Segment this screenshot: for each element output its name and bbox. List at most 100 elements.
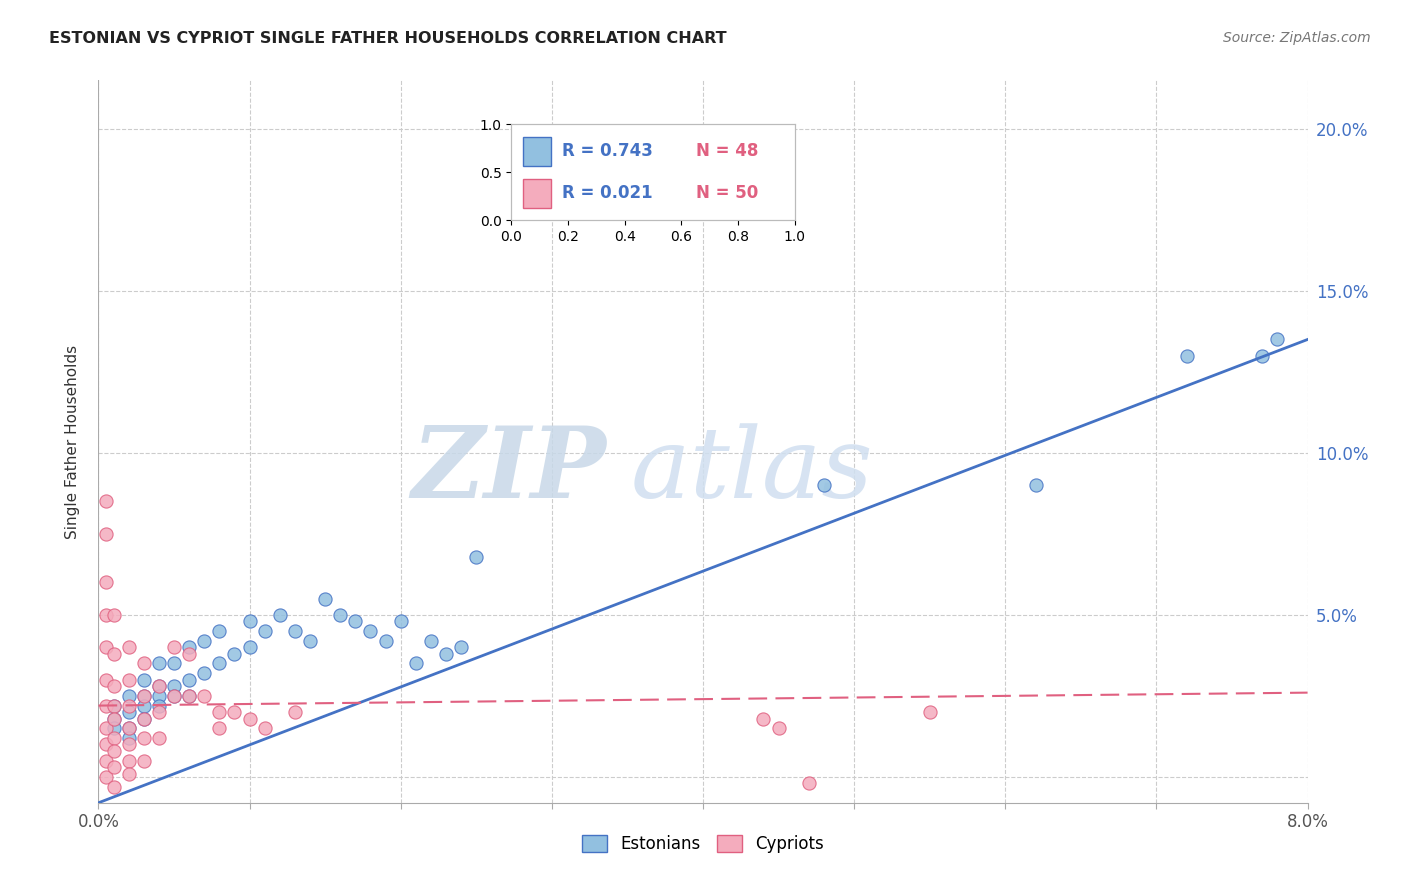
Point [118,721,141,735]
Point [768,721,790,735]
Point [314,591,336,606]
Point [797,776,820,790]
Point [148,657,170,671]
Point [299,633,322,648]
Point [1175,349,1198,363]
Point [94,738,117,752]
Point [94,575,117,590]
Point [103,721,125,735]
Point [208,657,231,671]
Point [94,640,117,655]
Point [118,705,141,719]
Point [420,633,443,648]
Point [94,698,117,713]
Point [163,679,186,693]
Point [284,705,307,719]
Point [118,731,141,745]
Point [193,689,215,703]
Point [752,712,775,726]
Point [132,689,155,703]
Point [434,647,457,661]
Point [1267,333,1289,347]
Point [118,738,141,752]
Point [208,624,231,638]
Point [132,657,155,671]
Point [450,640,472,655]
Text: N = 50: N = 50 [696,185,758,202]
Text: N = 48: N = 48 [696,142,758,161]
Point [1251,349,1274,363]
Point [179,673,201,687]
FancyBboxPatch shape [523,179,551,208]
Point [148,679,170,693]
Point [148,698,170,713]
Text: R = 0.021: R = 0.021 [562,185,652,202]
Point [94,754,117,768]
Point [224,705,246,719]
Point [118,721,141,735]
FancyBboxPatch shape [523,136,551,166]
Point [103,712,125,726]
Point [103,607,125,622]
Point [163,689,186,703]
Legend: Estonians, Cypriots: Estonians, Cypriots [575,828,831,860]
Point [94,527,117,541]
Point [132,698,155,713]
Point [132,712,155,726]
Point [284,624,307,638]
Point [344,615,367,629]
Point [132,754,155,768]
Point [465,549,488,564]
Point [103,647,125,661]
Point [94,721,117,735]
Text: ZIP: ZIP [412,422,606,518]
Point [103,780,125,794]
Point [148,679,170,693]
Point [224,647,246,661]
Point [389,615,412,629]
Point [132,689,155,703]
Point [269,607,291,622]
Point [118,754,141,768]
Point [179,689,201,703]
Point [94,494,117,508]
Point [148,689,170,703]
Point [253,721,276,735]
Point [163,657,186,671]
Point [193,633,215,648]
Text: atlas: atlas [630,423,873,518]
Point [405,657,427,671]
Point [148,731,170,745]
Point [813,478,835,492]
Point [132,712,155,726]
Point [103,698,125,713]
Point [918,705,941,719]
Point [118,766,141,780]
Point [103,679,125,693]
Point [103,712,125,726]
Point [103,760,125,774]
Point [253,624,276,638]
Point [118,698,141,713]
Point [208,721,231,735]
Point [103,698,125,713]
Point [94,607,117,622]
Text: R = 0.743: R = 0.743 [562,142,654,161]
Point [179,640,201,655]
Point [148,705,170,719]
Point [239,615,262,629]
Point [94,673,117,687]
Point [208,705,231,719]
Text: Source: ZipAtlas.com: Source: ZipAtlas.com [1223,31,1371,45]
Point [103,731,125,745]
Point [132,731,155,745]
Point [179,689,201,703]
Point [118,640,141,655]
Point [94,770,117,784]
Point [103,744,125,758]
Point [239,712,262,726]
Point [360,624,382,638]
Point [1025,478,1047,492]
Point [163,640,186,655]
Point [239,640,262,655]
